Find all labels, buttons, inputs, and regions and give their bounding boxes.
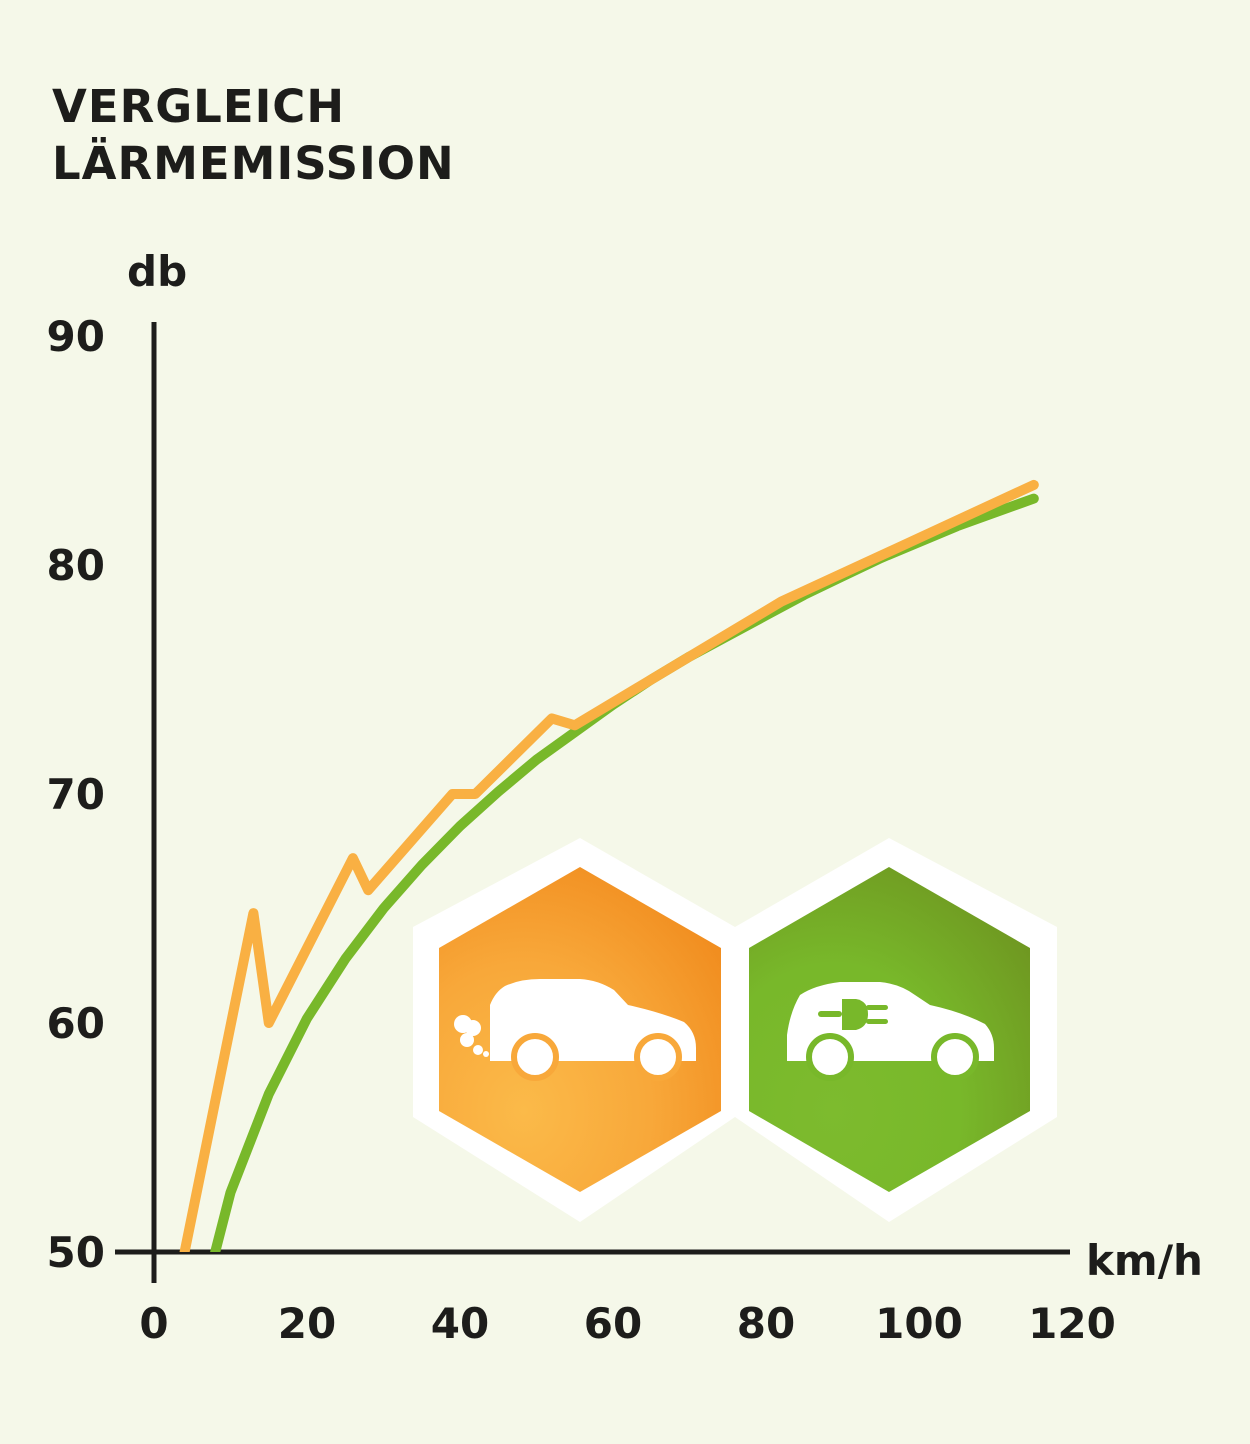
legend-icons — [413, 838, 1057, 1222]
x-tick-label: 100 — [875, 1299, 963, 1348]
chart-title: VERGLEICH LÄRMEMISSION — [52, 78, 455, 192]
x-tick-label: 60 — [584, 1299, 642, 1348]
title-line-1: VERGLEICH — [52, 80, 345, 133]
x-tick-label: 120 — [1028, 1299, 1116, 1348]
x-axis-label: km/h — [1086, 1236, 1203, 1285]
combustion-car-icon — [454, 979, 696, 1081]
y-tick-label: 50 — [47, 1228, 105, 1277]
y-axis-label: db — [127, 247, 187, 296]
y-tick-label: 60 — [47, 999, 105, 1048]
x-tick-label: 80 — [737, 1299, 795, 1348]
y-tick-label: 70 — [47, 770, 105, 819]
title-line-2: LÄRMEMISSION — [52, 137, 455, 190]
electric-car-icon — [787, 982, 994, 1081]
y-tick-label: 80 — [47, 541, 105, 590]
y-tick-labels: 50 60 70 80 90 — [47, 312, 105, 1277]
x-tick-label: 0 — [139, 1299, 168, 1348]
y-tick-label: 90 — [47, 312, 105, 361]
x-tick-labels: 0 20 40 60 80 100 120 — [139, 1299, 1115, 1348]
x-tick-label: 20 — [278, 1299, 336, 1348]
series-line-combustion — [179, 479, 1039, 1252]
x-tick-label: 40 — [431, 1299, 489, 1348]
